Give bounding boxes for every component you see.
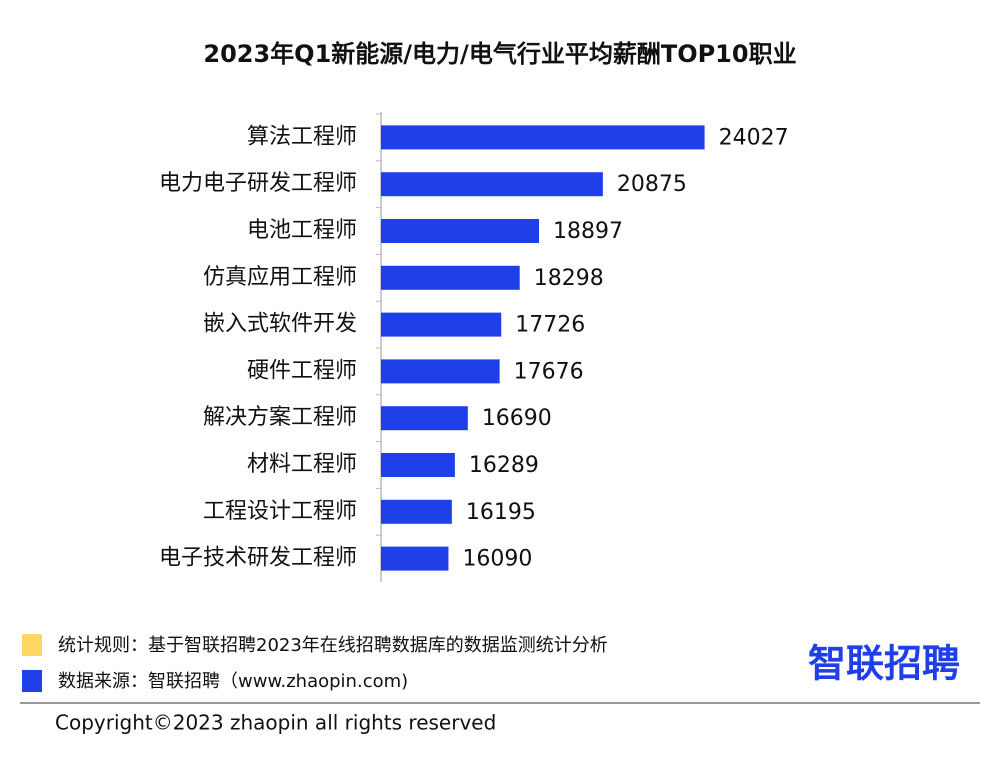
y-tick-label: 硬件工程师 (247, 358, 357, 383)
value-label: 24027 (719, 125, 789, 150)
y-tick-label: 电力电子研发工程师 (159, 171, 357, 196)
note-swatch (22, 634, 42, 656)
value-label: 18897 (553, 219, 623, 244)
y-tick-label: 工程设计工程师 (203, 499, 357, 524)
bar (381, 406, 468, 431)
value-label: 16195 (466, 500, 536, 525)
y-tick-label: 电池工程师 (247, 218, 357, 243)
value-label: 17726 (515, 313, 585, 338)
bar (381, 172, 603, 197)
note-swatch (22, 670, 42, 692)
value-label: 16289 (469, 453, 539, 478)
bar (381, 265, 520, 290)
y-tick-label: 材料工程师 (247, 452, 357, 477)
note-text: 统计规则：基于智联招聘2023年在线招聘数据库的数据监测统计分析 (58, 635, 608, 656)
copyright: Copyright©2023 zhaopin all rights reserv… (55, 711, 496, 735)
bar (381, 499, 452, 524)
bar (381, 453, 455, 477)
y-tick-label: 算法工程师 (247, 124, 357, 149)
value-label: 16690 (482, 406, 552, 431)
logo: 智联招聘 (808, 642, 960, 686)
bar (381, 312, 502, 337)
y-tick-label: 电子技术研发工程师 (159, 546, 357, 571)
value-label: 20875 (617, 172, 687, 197)
value-label: 17676 (514, 359, 584, 384)
bar (381, 125, 705, 150)
y-tick-label: 嵌入式软件开发 (203, 312, 357, 337)
note-text: 数据来源：智联招聘（www.zhaopin.com) (58, 671, 408, 692)
y-tick-label: 解决方案工程师 (203, 405, 357, 430)
bar (381, 219, 540, 243)
bar (381, 359, 500, 384)
bar (381, 546, 449, 571)
value-label: 18298 (534, 266, 604, 291)
chart-title: 2023年Q1新能源/电力/电气行业平均薪酬TOP10职业 (203, 40, 796, 68)
y-tick-label: 仿真应用工程师 (203, 265, 357, 290)
value-label: 16090 (462, 547, 532, 572)
